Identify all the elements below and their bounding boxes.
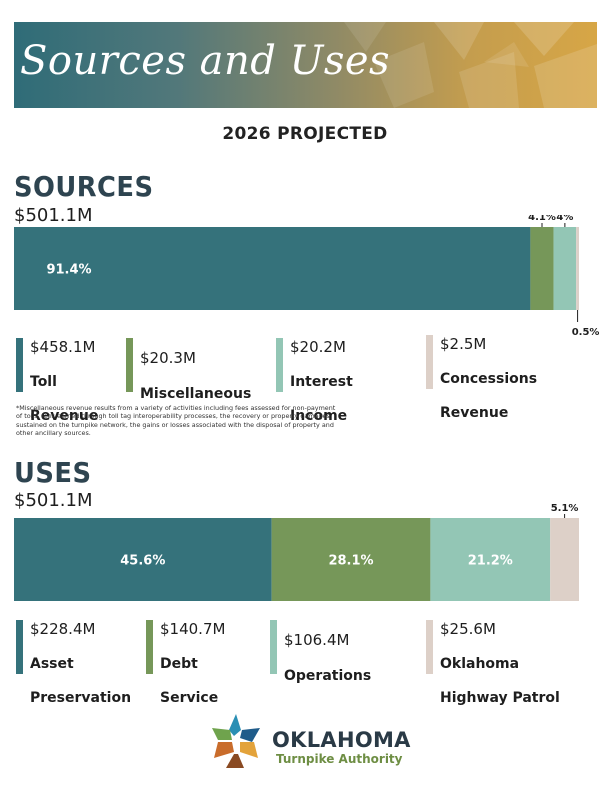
sources-stacked-bar-chart: 91.4% 4.1% 4% 0.5%	[14, 215, 600, 338]
legend-line: Debt	[160, 656, 198, 672]
legend-amount: $20.3M	[140, 349, 196, 367]
data-label-oklahoma-highway-patrol: 5.1%	[551, 503, 579, 514]
legend-name: Miscellaneous	[140, 369, 290, 403]
legend-swatch	[270, 620, 277, 674]
legend-swatch	[276, 338, 283, 392]
data-label-interest-income: 4%	[556, 215, 573, 223]
legend-amount: $106.4M	[284, 631, 350, 649]
header-banner: Sources and Uses	[14, 22, 597, 108]
data-label-debt-service: 28.1%	[328, 554, 373, 569]
legend-line: Concessions	[440, 371, 538, 387]
legend-line: Preservation	[30, 690, 132, 706]
data-label-miscellaneous: 4.1%	[528, 215, 556, 223]
banner-title: Sources and Uses	[20, 38, 391, 84]
page-subtitle: 2026 PROJECTED	[222, 124, 388, 144]
legend-line: Revenue	[440, 405, 509, 421]
legend-line: Operations	[284, 668, 372, 684]
legend-line: Toll	[30, 374, 57, 390]
data-label-toll-revenue: 91.4%	[46, 263, 91, 278]
legend-line: Miscellaneous	[140, 386, 252, 402]
legend-amount: $25.6M	[440, 620, 496, 638]
footnote: *Miscellaneous revenue results from a va…	[16, 404, 336, 438]
legend-amount: $140.7M	[160, 620, 226, 638]
bar-segment-debt-service	[271, 518, 431, 601]
legend-name: Toll Revenue	[30, 357, 180, 425]
data-label-operations: 21.2%	[468, 554, 513, 569]
uses-total: $501.1M	[14, 490, 93, 511]
data-label-asset-preservation: 45.6%	[120, 554, 165, 569]
bar-segment-interest-income	[553, 227, 577, 310]
legend-amount: $2.5M	[440, 335, 487, 353]
legend-name: Interest Income	[290, 357, 440, 425]
legend-line: Revenue	[30, 408, 99, 424]
legend-name: Concessions Revenue	[440, 354, 590, 422]
legend-amount: $458.1M	[30, 338, 96, 356]
bar-segment-concessions-revenue	[576, 227, 579, 310]
legend-swatch	[16, 338, 23, 392]
bar-segment-oklahoma-highway-patrol	[550, 518, 579, 601]
legend-swatch	[426, 620, 433, 674]
legend-swatch	[16, 620, 23, 674]
logo-name: OKLAHOMA	[272, 728, 411, 752]
legend-name: Debt Service	[160, 639, 310, 707]
legend-line: Income	[290, 408, 348, 424]
uses-stacked-bar-chart: 45.6% 28.1% 21.2% 5.1%	[14, 503, 579, 601]
legend-name: Operations	[284, 651, 434, 685]
logo-subtitle: Turnpike Authority	[276, 752, 403, 766]
banner-arrow-pattern	[344, 22, 597, 108]
legend-swatch	[126, 338, 133, 392]
sources-heading: SOURCES	[14, 170, 154, 203]
data-label-concessions-revenue: 0.5%	[572, 327, 600, 338]
uses-heading: USES	[14, 456, 92, 489]
legend-amount: $228.4M	[30, 620, 96, 638]
star-logo-icon	[212, 714, 260, 768]
legend-swatch	[426, 335, 433, 389]
bar-segment-operations	[430, 518, 551, 601]
legend-swatch	[146, 620, 153, 674]
legend-line: Asset	[30, 656, 74, 672]
legend-amount: $20.2M	[290, 338, 346, 356]
sources-total: $501.1M	[14, 205, 93, 226]
legend-name: Oklahoma Highway Patrol	[440, 639, 590, 707]
legend-line: Service	[160, 690, 219, 706]
legend-line: Highway Patrol	[440, 690, 560, 706]
legend-line: Interest	[290, 374, 353, 390]
bar-segment-miscellaneous	[530, 227, 554, 310]
legend-line: Oklahoma	[440, 656, 520, 672]
bar-segment-toll-revenue	[14, 227, 531, 310]
legend-name: Asset Preservation	[30, 639, 180, 707]
bar-segment-asset-preservation	[14, 518, 272, 601]
